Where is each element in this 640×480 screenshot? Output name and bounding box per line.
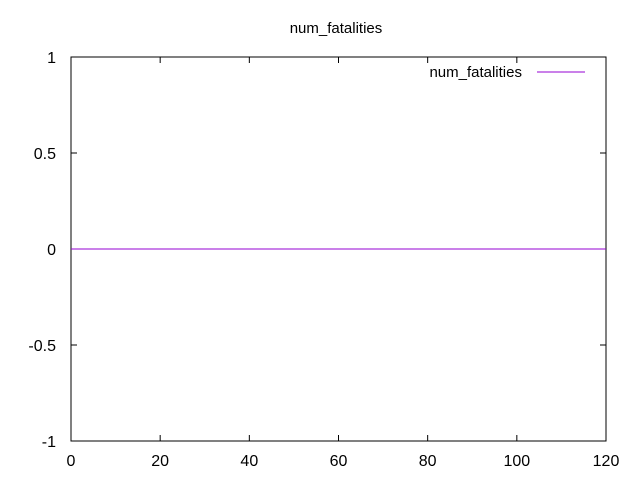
y-tick-label: 1: [47, 50, 56, 67]
y-tick-label: -0.5: [28, 338, 56, 355]
x-tick-label: 80: [419, 453, 437, 470]
x-tick-label: 20: [151, 453, 169, 470]
y-tick-label: 0.5: [34, 146, 56, 163]
x-tick-label: 60: [330, 453, 348, 470]
x-tick-label: 100: [503, 453, 530, 470]
y-tick-label: -1: [42, 434, 56, 451]
x-tick-label: 0: [67, 453, 76, 470]
x-tick-label: 120: [593, 453, 620, 470]
legend-entry-label: num_fatalities: [429, 64, 522, 81]
y-tick-label: 0: [47, 242, 56, 259]
x-tick-label: 40: [240, 453, 258, 470]
chart-title: num_fatalities: [290, 20, 383, 37]
